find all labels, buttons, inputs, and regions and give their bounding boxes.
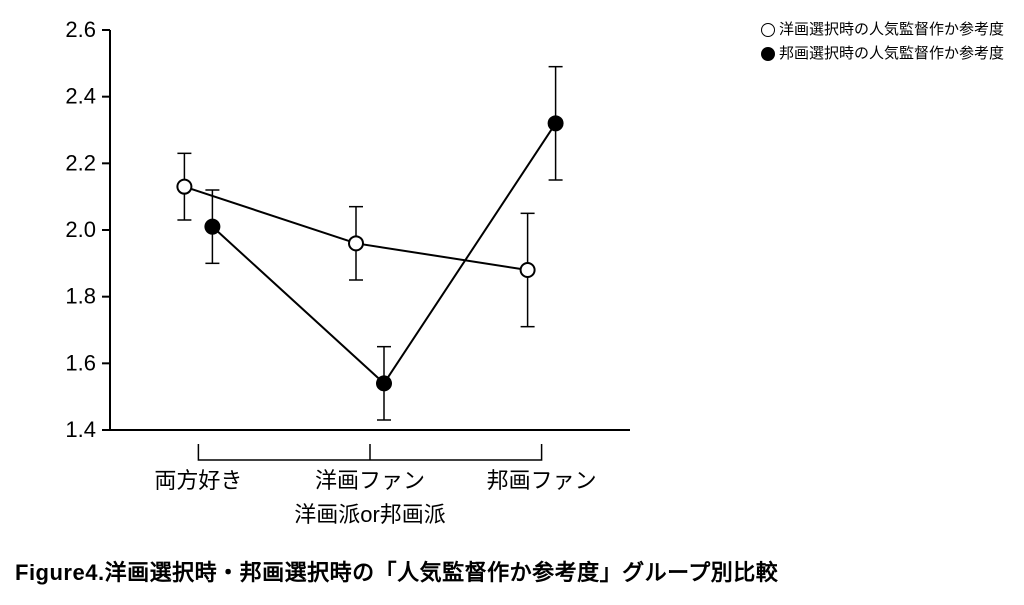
svg-text:両方好き: 両方好き <box>154 468 242 493</box>
line-chart: 1.4 1.6 1.8 2.0 2.2 2.4 2.6 両方好き 洋画ファン 邦画ファン洋画派or… <box>30 10 670 530</box>
legend-item-filled: 邦画選択時の人気監督作か参考度 <box>761 42 1004 66</box>
legend-item-open: 洋画選択時の人気監督作か参考度 <box>761 18 1004 42</box>
svg-text:1.6: 1.6 <box>65 350 96 375</box>
svg-text:邦画ファン: 邦画ファン <box>487 468 597 493</box>
svg-text:1.4: 1.4 <box>65 417 96 442</box>
legend-label: 邦画選択時の人気監督作か参考度 <box>779 42 1004 66</box>
figure-caption: Figure4.洋画選択時・邦画選択時の「人気監督作か参考度」グループ別比較 <box>15 555 778 587</box>
svg-text:1.8: 1.8 <box>65 284 96 309</box>
open-circle-icon <box>761 23 775 37</box>
svg-text:洋画ファン: 洋画ファン <box>315 468 425 493</box>
svg-text:2.0: 2.0 <box>65 217 96 242</box>
svg-text:2.6: 2.6 <box>65 17 96 42</box>
svg-text:洋画派or邦画派: 洋画派or邦画派 <box>294 502 446 527</box>
svg-text:2.4: 2.4 <box>65 84 96 109</box>
filled-circle-icon <box>761 47 775 61</box>
legend-label: 洋画選択時の人気監督作か参考度 <box>779 18 1004 42</box>
legend: 洋画選択時の人気監督作か参考度 邦画選択時の人気監督作か参考度 <box>761 18 1004 66</box>
svg-text:2.2: 2.2 <box>65 150 96 175</box>
